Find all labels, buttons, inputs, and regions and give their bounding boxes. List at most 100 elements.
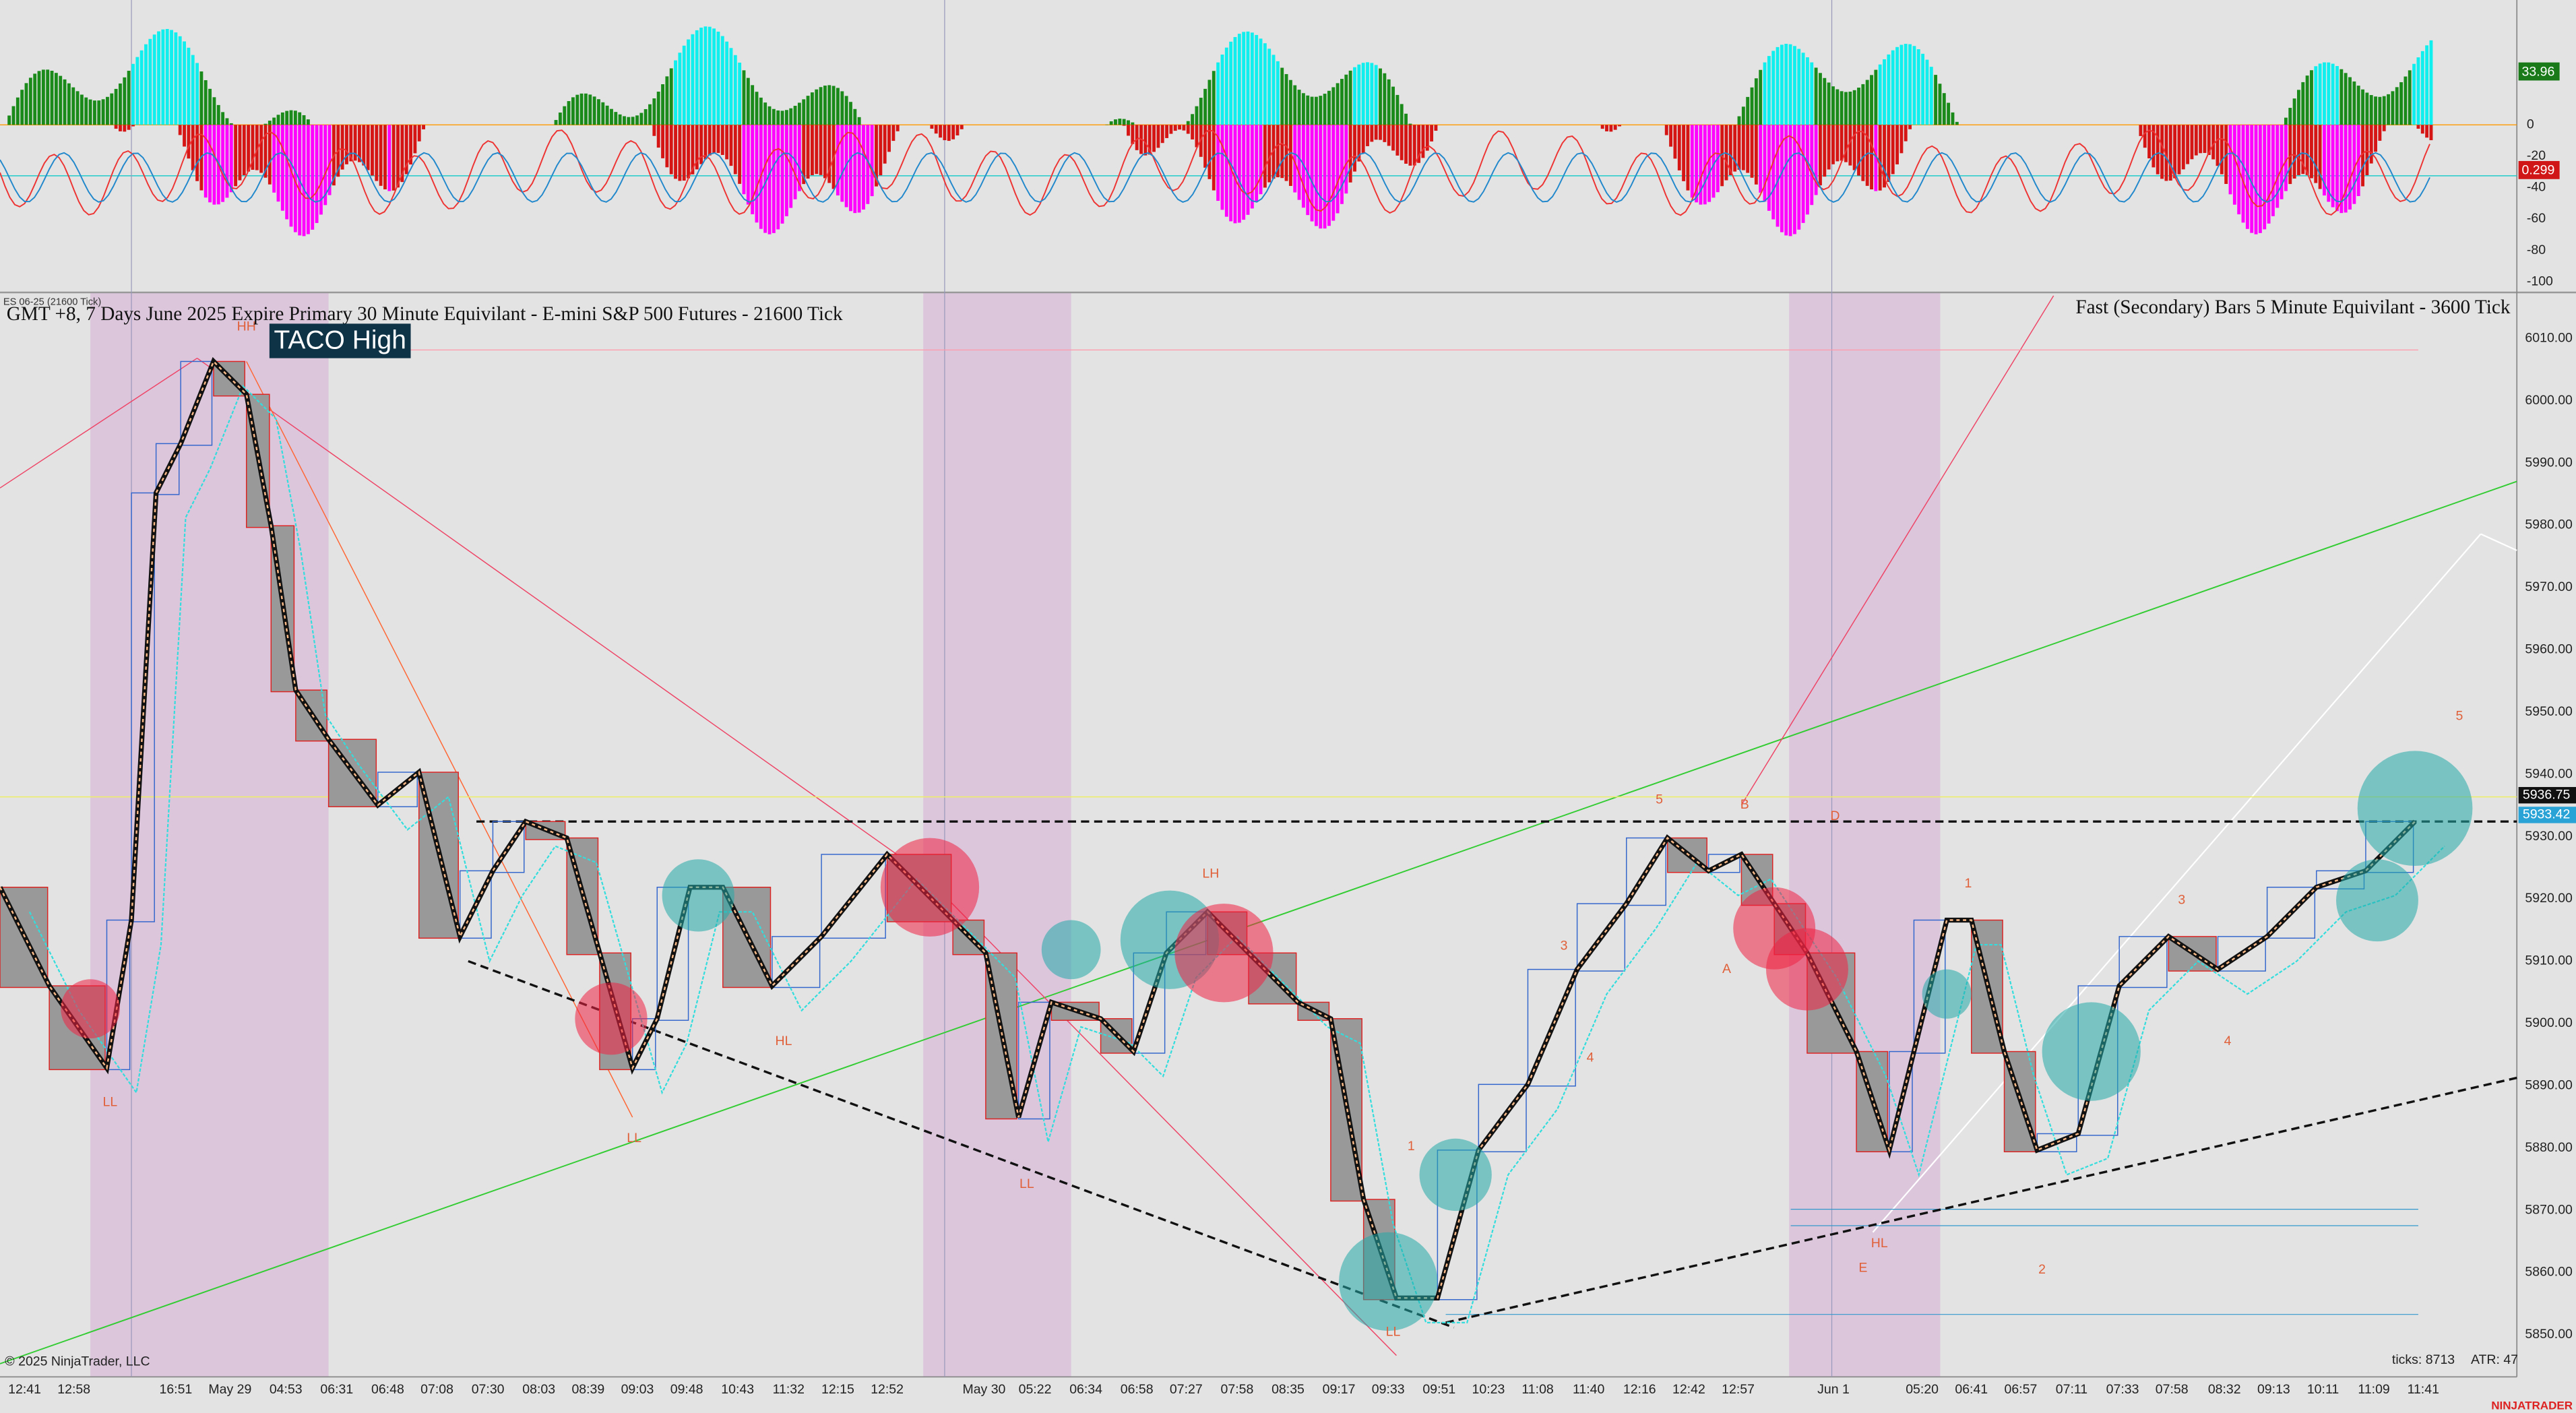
osc-bar <box>610 108 613 125</box>
pattern-label: D <box>1830 809 1840 823</box>
osc-bar <box>1741 106 1745 125</box>
osc-bar <box>1391 125 1395 151</box>
osc-bar <box>729 125 733 166</box>
osc-bar <box>1395 94 1400 125</box>
osc-bar <box>836 88 840 125</box>
osc-bar <box>2378 125 2382 141</box>
time-label: 11:09 <box>2358 1382 2389 1397</box>
osc-bar <box>157 31 160 125</box>
osc-bar <box>216 104 220 125</box>
osc-bar <box>691 125 695 175</box>
osc-bar <box>272 125 276 193</box>
osc-bar <box>2143 125 2147 148</box>
osc-bar <box>2404 76 2408 125</box>
osc-bar <box>831 86 836 125</box>
time-label: 06:41 <box>1955 1382 1988 1397</box>
osc-bar <box>1891 50 1895 125</box>
osc-bar <box>41 69 45 125</box>
osc-bar <box>7 115 11 125</box>
candle-body <box>1626 837 1667 906</box>
osc-bar <box>1861 84 1865 125</box>
osc-bar <box>2232 125 2236 205</box>
candle-body <box>1017 1001 1050 1120</box>
osc-bar <box>268 121 272 125</box>
osc-bar <box>1891 125 1895 175</box>
time-label: 12:52 <box>871 1382 904 1397</box>
pattern-label: 1 <box>1408 1139 1415 1154</box>
osc-bar <box>417 125 421 142</box>
price-scale-label: 5930.00 <box>2525 829 2573 844</box>
osc-bar <box>1792 46 1796 125</box>
osc-bar <box>2297 125 2300 175</box>
osc-bar <box>191 55 195 125</box>
osc-bar <box>1908 44 1912 125</box>
osc-bar <box>1237 34 1241 125</box>
time-label: 07:58 <box>2156 1382 2189 1397</box>
osc-bar <box>1613 125 1617 130</box>
osc-bar <box>656 125 660 148</box>
time-label: 16:51 <box>159 1382 192 1397</box>
osc-bar <box>2139 125 2143 136</box>
osc-bar <box>810 92 814 125</box>
osc-bar <box>819 87 823 125</box>
osc-bar <box>1391 86 1395 125</box>
osc-bar <box>255 125 259 170</box>
osc-bar <box>195 63 199 125</box>
price-scale-label: 6010.00 <box>2525 330 2573 345</box>
time-label: 11:40 <box>1573 1382 1605 1397</box>
brand: NINJATRADER <box>2491 1400 2573 1412</box>
osc-bar <box>1827 82 1831 125</box>
osc-bar <box>703 26 708 125</box>
osc-bar <box>2327 62 2331 125</box>
osc-bar <box>729 48 733 125</box>
osc-bar <box>1750 125 1754 178</box>
osc-bar <box>823 86 827 125</box>
osc-bar <box>1259 125 1263 195</box>
osc-bar <box>2429 125 2433 141</box>
price-scale-label: 5860.00 <box>2525 1265 2573 1280</box>
osc-bar <box>2374 125 2377 152</box>
osc-bar <box>276 115 280 125</box>
osc-bar <box>1331 125 1336 221</box>
osc-bar <box>1737 116 1741 125</box>
osc-bar <box>1220 125 1224 210</box>
time-label: 07:58 <box>1221 1382 1254 1397</box>
trend-line <box>0 357 197 489</box>
osc-bar <box>263 123 268 125</box>
osc-bar <box>618 114 622 125</box>
osc-bar <box>174 32 178 125</box>
osc-bar <box>2348 125 2352 210</box>
candle-body <box>1527 968 1576 1087</box>
osc-bar <box>708 125 712 156</box>
osc-bar <box>669 68 673 125</box>
osc-bar <box>2382 96 2386 125</box>
pattern-label: LL <box>627 1131 641 1145</box>
osc-bar <box>280 112 284 125</box>
price-scale-label: 6000.00 <box>2525 393 2573 408</box>
price-scale-label: 5990.00 <box>2525 455 2573 470</box>
osc-line <box>0 152 2430 203</box>
price-marker-box <box>2518 807 2576 823</box>
time-label: 09:51 <box>1422 1382 1455 1397</box>
osc-bar <box>1759 125 1763 193</box>
osc-bar <box>665 76 669 125</box>
tick-count: ticks: 8713 <box>2392 1352 2455 1367</box>
time-label: 07:33 <box>2106 1382 2139 1397</box>
osc-bar <box>2203 125 2207 153</box>
osc-bar <box>208 125 212 203</box>
osc-bar <box>1148 125 1152 155</box>
time-label: 12:15 <box>821 1382 854 1397</box>
time-label: 08:39 <box>571 1382 604 1397</box>
osc-bar <box>2241 125 2245 223</box>
osc-bar <box>225 125 229 198</box>
osc-scale-label: -60 <box>2527 211 2546 226</box>
osc-bar <box>815 125 819 175</box>
osc-bar <box>1160 125 1164 144</box>
osc-bar <box>793 106 797 125</box>
osc-bar <box>1703 125 1707 205</box>
session-band <box>923 292 1071 1377</box>
osc-bar <box>2323 62 2326 125</box>
osc-bar <box>563 106 567 125</box>
osc-bar <box>2318 63 2322 125</box>
osc-bar <box>1340 125 1344 204</box>
